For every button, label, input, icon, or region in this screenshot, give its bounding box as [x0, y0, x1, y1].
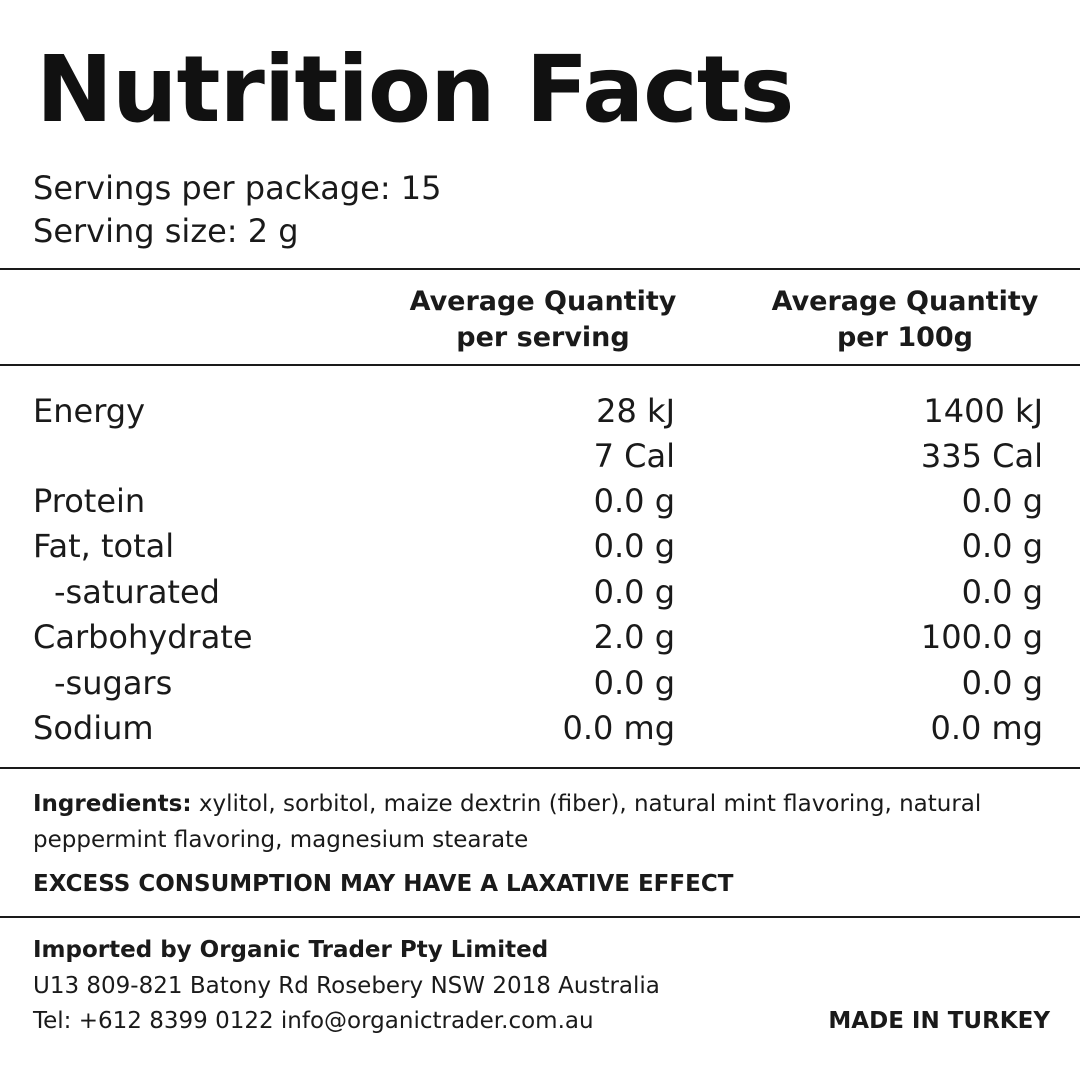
- value-per-serving: 0.0 g: [593, 527, 675, 565]
- ingredients-text: xylitol, sorbitol, maize dextrin (fiber)…: [33, 791, 982, 853]
- laxative-warning: EXCESS CONSUMPTION MAY HAVE A LAXATIVE E…: [33, 871, 734, 897]
- nutrient-row: Protein 0.0 g 0.0 g: [0, 478, 1080, 524]
- contact: Tel: +612 8399 0122 info@organictrader.c…: [33, 1008, 594, 1034]
- nutrient-row: Fat, total 0.0 g 0.0 g: [0, 523, 1080, 569]
- column-header-per-100g-line2: per 100g: [836, 322, 974, 353]
- divider-nutrients: [0, 767, 1080, 769]
- value-per-100g: 0.0 mg: [930, 709, 1043, 747]
- value-per-serving: 0.0 g: [593, 664, 675, 702]
- importer: Imported by Organic Trader Pty Limited: [33, 937, 549, 963]
- nutrient-label: Fat, total: [33, 527, 175, 565]
- divider-top: [0, 268, 1080, 270]
- column-header-per-100g-line1: Average Quantity: [771, 286, 1039, 317]
- serving-size: Serving size: 2 g: [33, 212, 299, 250]
- value-per-100g: 1400 kJ: [923, 392, 1043, 430]
- column-header-per-serving-line2: per serving: [456, 322, 630, 353]
- value-per-serving: 7 Cal: [593, 437, 675, 475]
- nutrient-row: 7 Cal 335 Cal: [0, 433, 1080, 479]
- nutrient-row: Sodium 0.0 mg 0.0 mg: [0, 705, 1080, 751]
- country-of-origin: MADE IN TURKEY: [828, 1008, 1050, 1034]
- value-per-serving: 0.0 g: [593, 482, 675, 520]
- nutrient-row: -sugars 0.0 g 0.0 g: [0, 660, 1080, 706]
- value-per-100g: 335 Cal: [920, 437, 1043, 475]
- nutrient-row: Energy 28 kJ 1400 kJ: [0, 388, 1080, 434]
- nutrient-label: Sodium: [33, 709, 154, 747]
- nutrient-label: Energy: [33, 392, 146, 430]
- value-per-100g: 100.0 g: [920, 618, 1043, 656]
- value-per-100g: 0.0 g: [961, 527, 1043, 565]
- value-per-100g: 0.0 g: [961, 664, 1043, 702]
- column-header-per-serving-line1: Average Quantity: [409, 286, 677, 317]
- address: U13 809-821 Batony Rd Rosebery NSW 2018 …: [33, 973, 660, 999]
- value-per-serving: 2.0 g: [593, 618, 675, 656]
- ingredients-label: Ingredients:: [33, 791, 192, 817]
- ingredients: Ingredients: xylitol, sorbitol, maize de…: [33, 786, 1063, 858]
- nutrient-label: Carbohydrate: [33, 618, 253, 656]
- divider-header: [0, 364, 1080, 366]
- value-per-100g: 0.0 g: [961, 573, 1043, 611]
- nutrient-label: -sugars: [54, 664, 173, 702]
- value-per-serving: 0.0 g: [593, 573, 675, 611]
- column-header-per-serving: Average Quantity per serving: [385, 284, 701, 356]
- value-per-100g: 0.0 g: [961, 482, 1043, 520]
- value-per-serving: 28 kJ: [596, 392, 675, 430]
- nutrient-row: Carbohydrate 2.0 g 100.0 g: [0, 614, 1080, 660]
- nutrient-label: Protein: [33, 482, 146, 520]
- column-header-per-100g: Average Quantity per 100g: [747, 284, 1063, 356]
- nutrient-row: -saturated 0.0 g 0.0 g: [0, 569, 1080, 615]
- value-per-serving: 0.0 mg: [562, 709, 675, 747]
- servings-per-package: Servings per package: 15: [33, 169, 442, 207]
- nutrient-label: -saturated: [54, 573, 220, 611]
- page-title: Nutrition Facts: [36, 36, 794, 143]
- divider-footer: [0, 916, 1080, 918]
